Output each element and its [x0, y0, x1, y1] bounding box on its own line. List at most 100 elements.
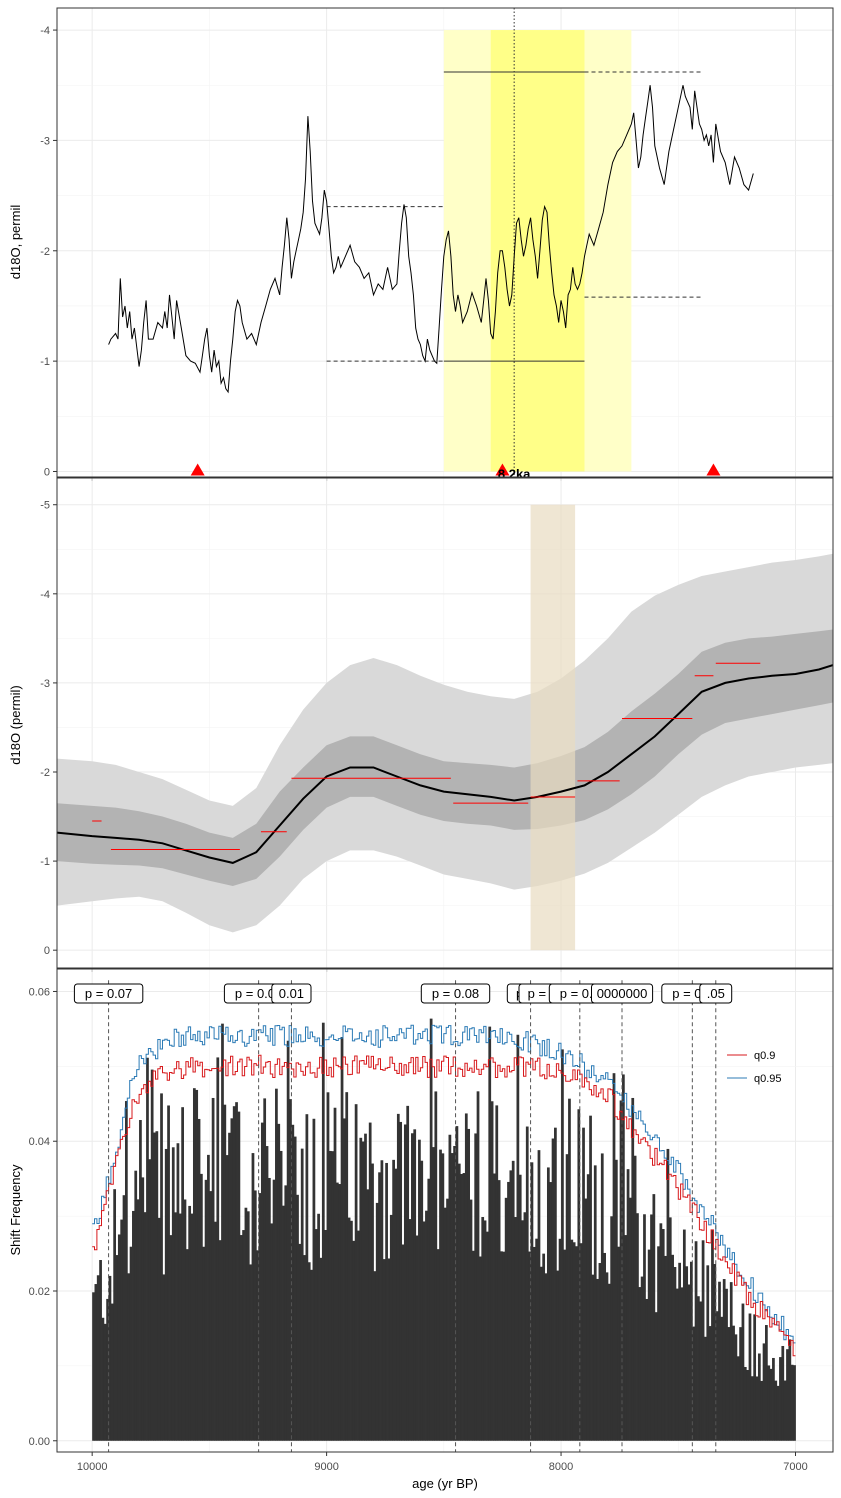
- frequency-bar: [617, 1246, 621, 1441]
- highlight-inner: [490, 30, 585, 472]
- frequency-bar: [439, 1149, 442, 1441]
- frequency-bar: [139, 1120, 142, 1441]
- p-value-box: [271, 983, 312, 1004]
- frequency-bar: [783, 1380, 787, 1441]
- frequency-bar: [781, 1345, 785, 1441]
- p-value-label: p = 0.07: [85, 986, 132, 1001]
- frequency-bar: [190, 1213, 194, 1441]
- frequency-bar: [101, 1317, 105, 1441]
- frequency-bar: [239, 1235, 243, 1441]
- p-value-label: p = 0.1: [560, 986, 600, 1001]
- frequency-bar: [434, 1091, 438, 1441]
- y-tick-label: 0: [44, 945, 50, 957]
- y-tick-label: 0: [44, 466, 50, 478]
- frequency-bar: [92, 1292, 95, 1441]
- frequency-bar: [157, 1217, 161, 1441]
- frequency-bar: [185, 1249, 189, 1441]
- frequency-bar: [368, 1122, 372, 1441]
- frequency-bar: [338, 1184, 342, 1441]
- frequency-bar: [272, 1179, 276, 1441]
- x-axis-label: age (yr BP): [412, 1476, 478, 1491]
- frequency-bar: [132, 1210, 135, 1441]
- frequency-bar: [645, 1298, 649, 1441]
- frequency-bar: [776, 1385, 780, 1441]
- frequency-bar: [96, 1275, 100, 1441]
- frequency-bar: [432, 1147, 435, 1441]
- shift-frequency-bars: [92, 1018, 796, 1441]
- frequency-bar: [558, 1238, 562, 1441]
- panel2-border: [56, 477, 834, 969]
- frequency-bar: [146, 1057, 149, 1441]
- frequency-bar: [687, 1284, 691, 1441]
- frequency-bar: [614, 1159, 618, 1441]
- frequency-bar: [214, 1221, 217, 1441]
- frequency-bar: [462, 1173, 466, 1441]
- frequency-bar: [631, 1097, 635, 1441]
- frequency-bar: [378, 1172, 381, 1441]
- frequency-bar: [760, 1380, 764, 1441]
- frequency-bar: [551, 1138, 555, 1441]
- frequency-bar: [701, 1240, 705, 1441]
- frequency-bar: [734, 1334, 738, 1441]
- y-tick-label: 0.02: [29, 1286, 50, 1298]
- frequency-bar: [769, 1368, 773, 1441]
- frequency-bar: [328, 1150, 332, 1441]
- frequency-bar: [183, 1199, 187, 1441]
- frequency-bar: [483, 1220, 487, 1441]
- frequency-bar: [249, 1264, 252, 1441]
- frequency-bar: [127, 1273, 131, 1441]
- frequency-bar: [652, 1194, 656, 1441]
- frequency-bar: [664, 1255, 667, 1441]
- p-value-box: [699, 983, 733, 1004]
- frequency-bar: [556, 1270, 560, 1441]
- frequency-bar: [523, 1212, 527, 1441]
- frequency-bar: [610, 1216, 614, 1441]
- shift-lines: [108, 980, 717, 1452]
- y-tick-label: -1: [40, 356, 50, 368]
- frequency-bar: [122, 1195, 126, 1441]
- frequency-bar: [244, 1207, 248, 1441]
- frequency-bar: [476, 1091, 480, 1441]
- y-tick-label: -3: [40, 135, 50, 147]
- frequency-bar: [225, 1155, 229, 1441]
- p-value-box: [591, 983, 654, 1004]
- panel1-reference-lines: [326, 71, 702, 362]
- frequency-bar: [148, 1159, 152, 1441]
- frequency-bar: [582, 1127, 585, 1441]
- frequency-bar: [525, 1126, 529, 1441]
- frequency-bar: [720, 1316, 724, 1441]
- frequency-bar: [521, 1220, 524, 1441]
- frequency-bar: [715, 1311, 719, 1441]
- panel-d18o-model: 0 -1 -2 -3 -4 -5 d18O (permil): [8, 477, 834, 972]
- frequency-bar: [450, 1153, 454, 1441]
- frequency-bar: [650, 1214, 653, 1441]
- frequency-bar: [563, 1249, 567, 1441]
- frequency-bar: [211, 1097, 215, 1441]
- frequency-bar: [718, 1281, 721, 1441]
- frequency-bar: [673, 1267, 677, 1441]
- frequency-bar: [699, 1301, 703, 1441]
- frequency-bar: [765, 1325, 768, 1441]
- frequency-bar: [436, 1249, 440, 1441]
- frequency-bar: [694, 1241, 698, 1441]
- frequency-bar: [380, 1160, 384, 1441]
- frequency-bar: [300, 1148, 304, 1441]
- frequency-bar: [99, 1260, 102, 1441]
- frequency-bar: [209, 1191, 213, 1441]
- frequency-bar: [141, 1177, 145, 1441]
- triangle-marker: [706, 463, 721, 476]
- panel3-y-axis-label: Shift Frequency: [8, 1164, 23, 1256]
- legend: q0.9 q0.95: [727, 1050, 782, 1085]
- frequency-bar: [750, 1376, 754, 1441]
- frequency-bar: [528, 1251, 531, 1441]
- frequency-bar: [692, 1326, 696, 1441]
- frequency-bar: [230, 1118, 234, 1441]
- frequency-bar: [654, 1312, 658, 1441]
- frequency-bar: [124, 1101, 128, 1441]
- frequency-bar: [350, 1220, 353, 1441]
- frequency-bar: [296, 1194, 299, 1441]
- frequency-bar: [598, 1263, 602, 1441]
- frequency-bar: [464, 1113, 468, 1441]
- frequency-bar: [497, 1180, 501, 1441]
